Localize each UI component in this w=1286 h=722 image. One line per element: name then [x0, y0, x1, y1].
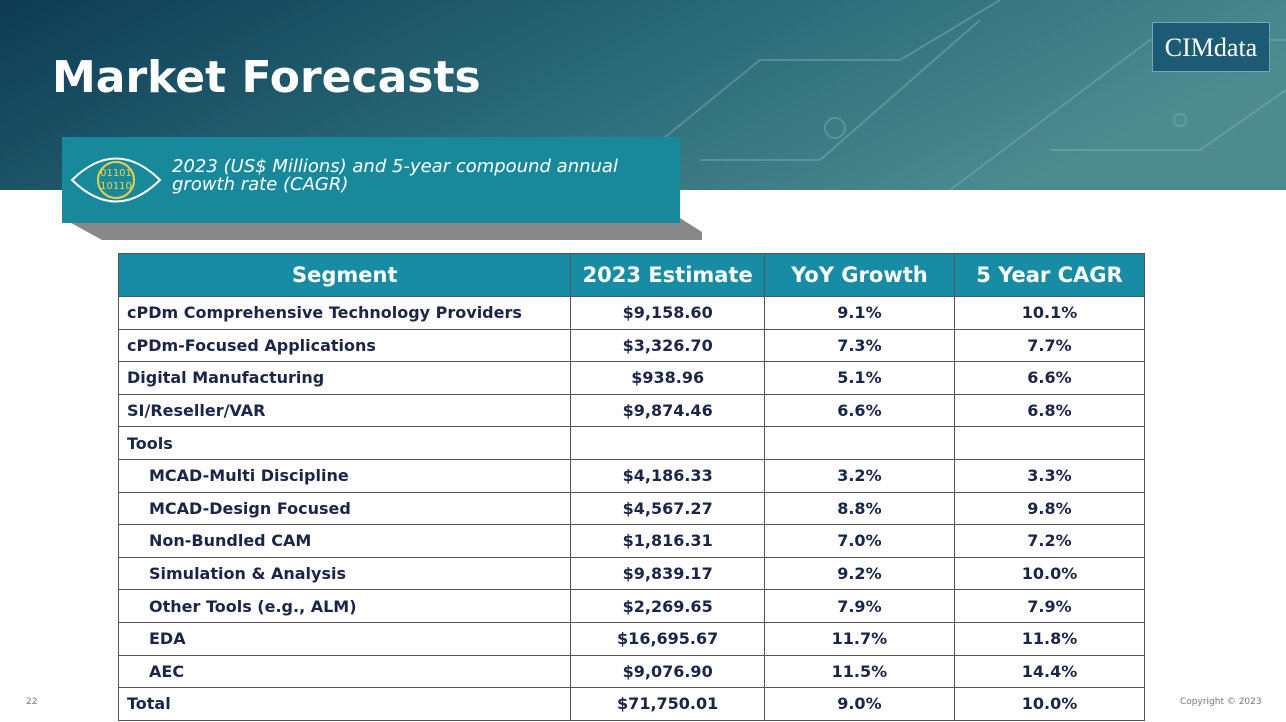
cagr-cell: 6.8% [953, 393, 1146, 428]
yoy-cell: 9.2% [763, 556, 955, 591]
yoy-cell: 7.0% [763, 524, 955, 558]
estimate-cell: $1,816.31 [570, 524, 765, 558]
forecast-table: Segment 2023 Estimate YoY Growth 5 Year CAG… [117, 253, 1146, 721]
table-row: Simulation & Analysis $9,839.17 9.2% 10.0% [117, 556, 1146, 591]
segment-cell: cPDm-Focused Applications [117, 328, 572, 363]
column-header: YoY Growth [763, 253, 955, 297]
estimate-cell: $2,269.65 [570, 589, 765, 623]
estimate-cell: $4,567.27 [570, 491, 765, 526]
empty-cell [953, 426, 1146, 460]
cagr-cell: 7.7% [953, 328, 1146, 363]
column-header: 2023 Estimate [570, 253, 765, 297]
cagr-cell: 9.8% [953, 491, 1146, 526]
cagr-cell: 3.3% [953, 458, 1146, 493]
segment-cell: Non-Bundled CAM [117, 524, 572, 558]
segment-cell: Simulation & Analysis [117, 556, 572, 591]
shadow [62, 218, 702, 240]
table-row: cPDm Comprehensive Technology Providers $… [117, 296, 1146, 330]
table-row: MCAD-Design Focused $4,567.27 8.8% 9.8% [117, 491, 1146, 526]
segment-cell: SI/Reseller/VAR [117, 393, 572, 428]
segment-cell: MCAD-Multi Discipline [117, 458, 572, 493]
yoy-cell: 7.9% [763, 589, 955, 623]
copyright: Copyright © 2023 [1180, 697, 1262, 707]
estimate-cell: $938.96 [570, 361, 765, 395]
estimate-cell: $3,326.70 [570, 328, 765, 363]
table-row: cPDm-Focused Applications $3,326.70 7.3% 7.… [117, 328, 1146, 363]
segment-cell: AEC [117, 654, 572, 689]
empty-cell [570, 426, 765, 460]
table-row: Tools [117, 426, 1146, 460]
column-header: 5 Year CAGR [953, 253, 1146, 297]
column-header: Segment [117, 253, 572, 297]
table-row: Other Tools (e.g., ALM) $2,269.65 7.9% 7.9% [117, 589, 1146, 623]
subtitle-box: 01101 10110 2023 (US$ Millions) and 5-ye… [62, 137, 680, 223]
table-row: SI/Reseller/VAR $9,874.46 6.6% 6.8% [117, 393, 1146, 428]
estimate-cell: $9,874.46 [570, 393, 765, 428]
table-row: Digital Manufacturing $938.96 5.1% 6.6% [117, 361, 1146, 395]
yoy-cell: 11.5% [763, 654, 955, 689]
estimate-cell: $9,076.90 [570, 654, 765, 689]
segment-cell: cPDm Comprehensive Technology Providers [117, 296, 572, 330]
estimate-cell: $16,695.67 [570, 621, 765, 656]
estimate-cell: $9,839.17 [570, 556, 765, 591]
segment-cell: Digital Manufacturing [117, 361, 572, 395]
segment-cell: Total [117, 687, 572, 721]
table-row: AEC $9,076.90 11.5% 14.4% [117, 654, 1146, 689]
table-row: EDA $16,695.67 11.7% 11.8% [117, 621, 1146, 656]
segment-cell: Other Tools (e.g., ALM) [117, 589, 572, 623]
logo: CIMdata [1152, 22, 1270, 72]
yoy-cell: 9.1% [763, 296, 955, 330]
estimate-cell: $71,750.01 [570, 687, 765, 721]
cagr-cell: 10.1% [953, 296, 1146, 330]
yoy-cell: 8.8% [763, 491, 955, 526]
table-row: MCAD-Multi Discipline $4,186.33 3.2% 3.3% [117, 458, 1146, 493]
cagr-cell: 10.0% [953, 687, 1146, 721]
yoy-cell: 7.3% [763, 328, 955, 363]
estimate-cell: $4,186.33 [570, 458, 765, 493]
cagr-cell: 7.2% [953, 524, 1146, 558]
yoy-cell: 5.1% [763, 361, 955, 395]
page-number: 22 [26, 697, 38, 707]
segment-cell: EDA [117, 621, 572, 656]
yoy-cell: 9.0% [763, 687, 955, 721]
table-row: Non-Bundled CAM $1,816.31 7.0% 7.2% [117, 524, 1146, 558]
segment-cell: MCAD-Design Focused [117, 491, 572, 526]
svg-text:10110: 10110 [100, 181, 132, 192]
cagr-cell: 7.9% [953, 589, 1146, 623]
empty-cell [763, 426, 955, 460]
yoy-cell: 3.2% [763, 458, 955, 493]
subtitle: 2023 (US$ Millions) and 5-year compound … [172, 156, 618, 195]
cagr-cell: 11.8% [953, 621, 1146, 656]
slide-title: Market Forecasts [52, 52, 481, 103]
svg-text:01101: 01101 [100, 168, 132, 179]
cagr-cell: 6.6% [953, 361, 1146, 395]
yoy-cell: 11.7% [763, 621, 955, 656]
table-row: Total $71,750.01 9.0% 10.0% [117, 687, 1146, 721]
estimate-cell: $9,158.60 [570, 296, 765, 330]
cagr-cell: 10.0% [953, 556, 1146, 591]
segment-cell: Tools [117, 426, 572, 460]
cagr-cell: 14.4% [953, 654, 1146, 689]
eye-icon: 01101 10110 [70, 157, 162, 203]
yoy-cell: 6.6% [763, 393, 955, 428]
